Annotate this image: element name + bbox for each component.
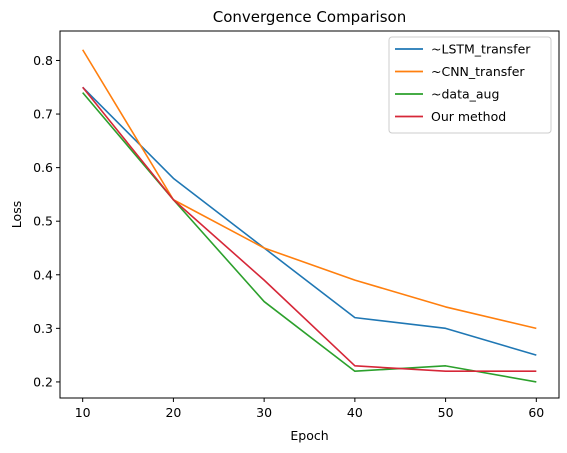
series-line-2 bbox=[82, 92, 537, 383]
y-axis-label: Loss bbox=[9, 201, 24, 228]
series-lines bbox=[81, 49, 537, 383]
x-axis: 10 20 30 40 50 60 bbox=[75, 398, 544, 420]
y-tick-label: 0.8 bbox=[33, 53, 53, 68]
legend-label: ~data_aug bbox=[431, 87, 499, 102]
y-tick-label: 0.7 bbox=[33, 107, 53, 122]
legend: ~LSTM_transfer ~CNN_transfer ~data_aug Our … bbox=[388, 36, 552, 134]
x-tick-label: 20 bbox=[165, 405, 181, 420]
legend-label: Our method bbox=[431, 109, 506, 124]
x-tick-label: 10 bbox=[75, 405, 91, 420]
plot-area bbox=[59, 30, 560, 399]
legend-label: ~CNN_transfer bbox=[431, 64, 525, 79]
x-tick-label: 40 bbox=[347, 405, 363, 420]
x-tick-label: 50 bbox=[438, 405, 454, 420]
series-line-1 bbox=[81, 49, 537, 330]
x-axis-label: Epoch bbox=[290, 428, 328, 443]
legend-label: ~LSTM_transfer bbox=[431, 42, 531, 57]
y-tick-label: 0.5 bbox=[33, 214, 53, 229]
y-tick-label: 0.6 bbox=[33, 160, 53, 175]
x-tick-label: 30 bbox=[256, 405, 272, 420]
y-tick-label: 0.3 bbox=[33, 321, 53, 336]
x-tick-label: 60 bbox=[528, 405, 544, 420]
y-axis: 0.2 0.3 0.4 0.5 0.6 0.7 0.8 bbox=[33, 53, 60, 389]
y-tick-label: 0.2 bbox=[33, 374, 53, 389]
chart-title: Convergence Comparison bbox=[213, 8, 406, 26]
legend-box bbox=[388, 36, 552, 134]
series-line-3 bbox=[82, 86, 537, 373]
y-tick-label: 0.4 bbox=[33, 267, 53, 282]
series-line-0 bbox=[82, 86, 537, 356]
